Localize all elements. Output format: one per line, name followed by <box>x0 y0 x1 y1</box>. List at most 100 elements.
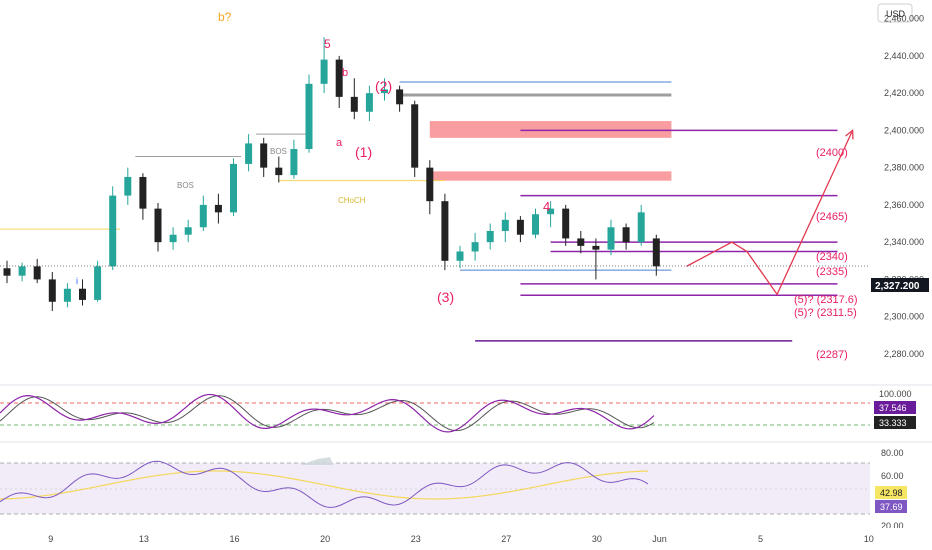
price-tick-label: 2,380.000 <box>884 163 924 173</box>
level-label-2335: (2335) <box>816 266 848 278</box>
candle-body <box>214 204 222 213</box>
last-price-badge <box>871 278 929 292</box>
wave-label-a: a <box>336 137 343 149</box>
level-label-2311: (5)? (2311.5) <box>794 307 857 319</box>
rsi-pane[interactable]: 80.00 60.00 42.98 37.69 20.00 <box>0 448 907 531</box>
rsi-tick-60: 60.00 <box>881 471 904 481</box>
level-label-2317: (5)? (2317.6) <box>794 294 858 306</box>
wave-label-i: i <box>76 276 78 286</box>
price-tick-label: 2,340.000 <box>884 237 924 247</box>
wave-label-4: 4 <box>543 199 550 214</box>
candle-body <box>305 83 313 150</box>
currency-label: USD <box>886 9 906 19</box>
candle-body <box>652 238 660 267</box>
candle-body <box>184 227 192 235</box>
candle-body <box>320 59 328 84</box>
rsi-ma-value: 42.98 <box>880 488 903 498</box>
date-tick-label: 20 <box>320 534 330 544</box>
stoch-d-value: 33.333 <box>879 418 907 428</box>
stoch-d-line <box>0 395 655 432</box>
rsi-tick-20: 20.00 <box>881 521 904 531</box>
date-axis-bg <box>0 528 932 550</box>
price-tick-label: 2,360.000 <box>884 200 924 210</box>
rsi-ma-line <box>0 470 649 500</box>
candle-body <box>230 163 237 213</box>
date-tick-label: 23 <box>411 534 421 544</box>
candle-body <box>154 208 162 243</box>
candle-body <box>79 288 86 300</box>
supply-zone <box>429 171 672 181</box>
candle-body <box>637 212 645 243</box>
candle-body <box>109 195 117 267</box>
date-tick-label: 30 <box>592 534 602 544</box>
date-tick-label: Jun <box>652 534 667 544</box>
wave-label-2: (2) <box>375 78 392 94</box>
wave-label-1: (1) <box>355 144 372 160</box>
date-tick-label: 10 <box>864 534 874 544</box>
candle-body <box>471 242 479 252</box>
candle-body <box>124 176 132 196</box>
candle-body <box>48 279 56 302</box>
candle-body <box>396 89 404 105</box>
candle-body <box>411 104 419 168</box>
rsi-value: 37.69 <box>880 502 903 512</box>
date-tick-label: 27 <box>501 534 511 544</box>
price-axis[interactable]: USD 2,460.000 2,440.000 2,420.000 2,400.000… <box>870 0 932 520</box>
supply-zone <box>429 121 672 138</box>
projection-path <box>686 129 854 296</box>
level-label-2400: (2400) <box>816 147 848 159</box>
candle-body <box>532 214 539 235</box>
level-label-2465: (2465) <box>816 211 848 223</box>
candle-body <box>486 230 494 243</box>
candle-body <box>335 59 343 97</box>
candle-body <box>290 149 298 176</box>
price-tick-label: 2,300.000 <box>884 312 924 322</box>
candles[interactable] <box>3 37 660 312</box>
rsi-line <box>0 460 649 508</box>
wave-label-b-question: b? <box>218 10 232 24</box>
candle-body <box>139 176 147 209</box>
wave-label-3: (3) <box>437 289 454 305</box>
date-tick-label: 5 <box>758 534 763 544</box>
rsi-overbought-fill <box>300 457 333 465</box>
stochastic-pane[interactable]: 100.000 37.546 33.333 <box>0 389 916 433</box>
candle-body <box>607 227 615 250</box>
stoch-tick-100: 100.000 <box>879 389 912 399</box>
candle-body <box>501 219 509 231</box>
candle-body <box>622 227 630 243</box>
candle-body <box>169 234 177 243</box>
last-price-badge-text: 2,327.200 <box>875 281 920 292</box>
supply-zones <box>429 121 672 181</box>
level-label-2287: (2287) <box>816 349 848 361</box>
candle-body <box>547 208 555 215</box>
candle-body <box>577 238 585 246</box>
candle-body <box>456 251 464 261</box>
date-tick-label: 13 <box>139 534 149 544</box>
currency-badge[interactable] <box>877 3 913 23</box>
rsi-ma-badge <box>875 486 907 499</box>
candle-body <box>592 245 600 250</box>
candle-body <box>562 208 570 239</box>
candle-body <box>260 143 268 168</box>
candle-body <box>365 93 373 112</box>
candle-body <box>3 268 11 276</box>
wave-label-5: 5 <box>324 37 331 51</box>
rsi-tick-80: 80.00 <box>881 448 904 458</box>
date-axis[interactable]: 9 13 16 20 23 27 30 Jun 5 10 <box>0 528 932 550</box>
candle-body <box>426 167 434 202</box>
choch-label: CHoCH <box>338 196 366 205</box>
wave-label-b: b <box>342 67 348 79</box>
price-tick-label: 2,420.000 <box>884 88 924 98</box>
date-tick-label: 9 <box>48 534 53 544</box>
date-tick-label: 16 <box>230 534 240 544</box>
candle-body <box>275 167 283 176</box>
rsi-band <box>0 463 870 514</box>
price-tick-label: 2,400.000 <box>884 125 924 135</box>
price-tick-label: 2,460.000 <box>884 14 924 24</box>
candle-body <box>63 288 71 302</box>
price-tick-label: 2,440.000 <box>884 51 924 61</box>
candle-body <box>516 219 524 235</box>
bos-label-1: BOS <box>177 181 194 190</box>
rsi-value-badge <box>875 500 907 513</box>
